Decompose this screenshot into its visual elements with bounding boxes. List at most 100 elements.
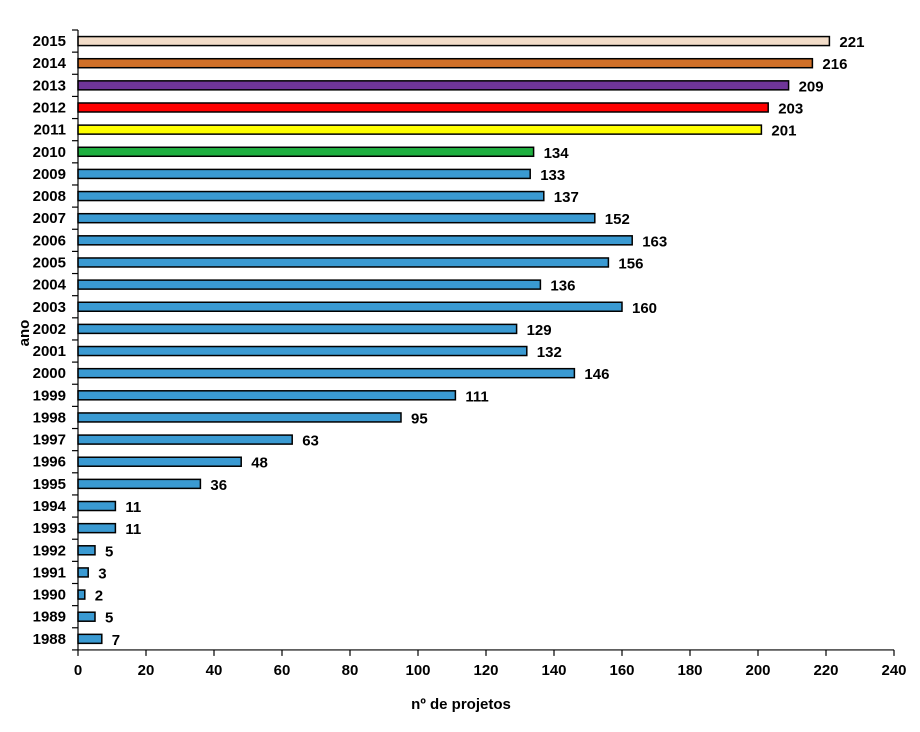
- y-tick-label-1993: 1993: [33, 520, 66, 537]
- y-tick-label-2011: 2011: [33, 122, 66, 139]
- bar-2009: [77, 168, 531, 180]
- y-tick-labels: 2015 2014 2013 2012 2011 2010 2009 2008 2007 2006…: [33, 29, 78, 651]
- x-tick-label-160: 160: [609, 662, 634, 679]
- bar-1991: [77, 567, 89, 578]
- y-axis-title: ano: [16, 320, 33, 347]
- y-tick-label-2010: 2010: [33, 144, 66, 161]
- y-tick-label-1995: 1995: [33, 476, 66, 493]
- bar-1999: [77, 390, 457, 401]
- y-tick-label-1996: 1996: [33, 454, 66, 471]
- x-tick-label-20: 20: [138, 662, 155, 679]
- bar-2005: [77, 257, 610, 268]
- bar-1990: [77, 589, 86, 600]
- bar-2001: [77, 345, 528, 357]
- value-label-1988: 7: [112, 632, 120, 649]
- value-labels: 221 216 209 203 201 134 133 137 152 163 156 136 160 1…: [95, 34, 865, 649]
- y-tick-label-2005: 2005: [33, 254, 66, 271]
- bar-1995: [77, 478, 202, 490]
- bar-2008: [77, 190, 545, 202]
- value-label-1989: 5: [105, 610, 113, 627]
- value-label-1997: 63: [302, 433, 319, 450]
- x-tick-label-140: 140: [541, 662, 566, 679]
- x-axis-title: nº de projetos: [411, 696, 511, 713]
- value-label-2005: 156: [618, 255, 643, 272]
- bar-1996: [77, 456, 242, 467]
- value-label-2003: 160: [632, 300, 657, 317]
- bar-2000: [77, 367, 576, 379]
- value-label-2014: 216: [822, 56, 847, 73]
- bar-1994: [77, 500, 117, 512]
- value-label-1992: 5: [105, 543, 113, 560]
- y-tick-label-1997: 1997: [33, 432, 66, 449]
- bar-1988: [77, 633, 103, 645]
- bar-2013: [77, 80, 790, 91]
- value-label-2008: 137: [554, 189, 579, 206]
- value-label-2006: 163: [642, 233, 667, 250]
- bar-2003: [77, 301, 623, 312]
- value-label-2002: 129: [527, 322, 552, 339]
- y-tick-label-2001: 2001: [33, 343, 66, 360]
- value-label-2000: 146: [584, 366, 609, 383]
- x-axis: 0 20 40 60 80 100 120 140 160 180 200 220 240: [74, 649, 907, 679]
- y-tick-label-2004: 2004: [33, 277, 67, 294]
- bar-2012: [77, 102, 769, 113]
- x-tick-label-220: 220: [813, 662, 838, 679]
- bar-2006: [77, 235, 633, 246]
- value-label-2013: 209: [799, 78, 824, 95]
- bar-1989: [77, 611, 96, 622]
- y-tick-label-2009: 2009: [33, 166, 66, 183]
- value-label-1999: 111: [465, 388, 488, 405]
- value-label-1998: 95: [411, 410, 428, 427]
- y-tick-label-1990: 1990: [33, 587, 66, 604]
- y-tick-label-1989: 1989: [33, 609, 66, 626]
- value-label-2007: 152: [605, 211, 630, 228]
- bars-group: [77, 35, 831, 645]
- value-label-2001: 132: [537, 344, 562, 361]
- bar-1992: [77, 545, 96, 556]
- y-tick-label-1994: 1994: [33, 498, 67, 515]
- bar-2002: [77, 323, 518, 335]
- x-tick-label-40: 40: [206, 662, 223, 679]
- bar-1993: [77, 522, 117, 534]
- y-tick-label-2007: 2007: [33, 210, 66, 227]
- x-tick-label-0: 0: [74, 662, 82, 679]
- value-label-2010: 134: [544, 145, 570, 162]
- y-tick-label-2015: 2015: [33, 33, 66, 50]
- x-tick-label-200: 200: [745, 662, 770, 679]
- y-tick-label-2014: 2014: [33, 55, 67, 72]
- bar-1997: [77, 434, 293, 445]
- value-label-2015: 221: [839, 34, 864, 51]
- value-label-1996: 48: [251, 455, 268, 472]
- value-label-2011: 201: [771, 123, 796, 140]
- y-tick-label-1988: 1988: [33, 631, 66, 648]
- value-label-2004: 136: [550, 278, 575, 295]
- x-tick-label-120: 120: [473, 662, 498, 679]
- x-tick-label-60: 60: [274, 662, 291, 679]
- bar-2014: [77, 57, 814, 69]
- bar-1998: [77, 412, 402, 423]
- y-tick-label-1999: 1999: [33, 387, 66, 404]
- x-tick-label-100: 100: [405, 662, 430, 679]
- value-label-1994: 11: [125, 499, 141, 516]
- y-tick-label-1991: 1991: [33, 564, 66, 581]
- y-tick-label-1998: 1998: [33, 409, 66, 426]
- y-tick-label-2000: 2000: [33, 365, 66, 382]
- x-tick-label-180: 180: [677, 662, 702, 679]
- y-tick-label-2006: 2006: [33, 232, 66, 249]
- value-label-2012: 203: [778, 100, 803, 117]
- bar-2010: [77, 146, 535, 158]
- y-tick-label-2008: 2008: [33, 188, 66, 205]
- y-tick-label-2013: 2013: [33, 77, 66, 94]
- value-label-1991: 3: [98, 565, 106, 582]
- bar-2015: [77, 35, 831, 47]
- bar-2004: [77, 279, 542, 290]
- value-label-1993: 11: [125, 521, 141, 538]
- x-tick-label-80: 80: [342, 662, 359, 679]
- y-tick-label-2003: 2003: [33, 299, 66, 316]
- value-label-2009: 133: [540, 167, 565, 184]
- y-tick-label-2002: 2002: [33, 321, 66, 338]
- bar-2011: [77, 124, 763, 135]
- bar-2007: [77, 212, 596, 224]
- y-tick-label-1992: 1992: [33, 542, 66, 559]
